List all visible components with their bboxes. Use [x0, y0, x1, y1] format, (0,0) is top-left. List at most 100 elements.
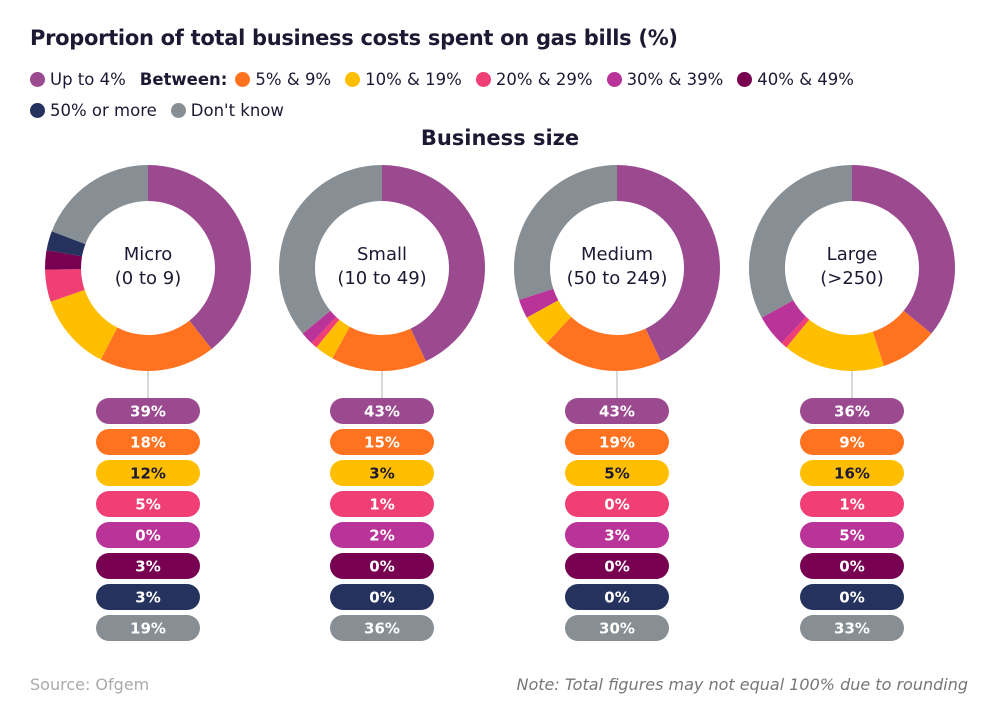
donut-medium: Medium (50 to 249) 43% 19% 5% 0% 3% 0% 0% 30%	[514, 165, 721, 641]
value-label: 19%	[130, 620, 166, 638]
donut-micro: Micro (0 to 9) 39% 18% 12% 5% 0% 3% 3% 19%	[45, 165, 252, 641]
value-pill	[330, 522, 434, 548]
donut-slice	[382, 165, 485, 362]
legend-swatch	[30, 72, 45, 87]
legend-item: 5% & 9%	[235, 64, 331, 95]
value-label: 0%	[604, 589, 629, 607]
donut-sublabel: (50 to 249)	[567, 268, 668, 289]
value-pill	[330, 398, 434, 424]
donut-slice	[749, 164, 852, 318]
value-pill	[800, 460, 904, 486]
value-label: 36%	[834, 403, 870, 421]
legend-label: Don't know	[190, 101, 284, 120]
donut-label: Small	[357, 244, 407, 265]
legend-item: 10% & 19%	[345, 64, 462, 95]
donut-sublabel: (0 to 9)	[115, 268, 181, 289]
legend-item: Up to 4%	[30, 64, 126, 95]
value-label: 5%	[135, 496, 160, 514]
donut-slice	[148, 165, 252, 349]
legend-swatch	[235, 72, 251, 87]
value-label: 36%	[364, 620, 400, 638]
value-label: 0%	[839, 589, 864, 607]
legend-item: Don't know	[170, 95, 284, 126]
value-pill	[330, 615, 434, 641]
value-pill	[96, 584, 200, 610]
legend-swatch	[170, 103, 186, 118]
value-label: 3%	[135, 589, 160, 607]
legend-label: Up to 4%	[50, 70, 126, 89]
chart-title: Proportion of total business costs spent…	[30, 26, 678, 50]
donut-slice	[316, 319, 350, 359]
value-label: 43%	[364, 403, 400, 421]
value-pill	[330, 491, 434, 517]
donut-slice	[786, 319, 884, 372]
legend-item: 50% or more	[30, 95, 157, 126]
source: Source: Ofgem	[30, 675, 150, 694]
value-pill	[96, 429, 200, 455]
legend-item: 40% & 49%	[737, 64, 854, 95]
value-label: 0%	[369, 589, 394, 607]
donut-slice	[332, 326, 426, 371]
value-label: 16%	[834, 465, 870, 483]
value-pill	[96, 491, 200, 517]
legend-prefix: Between:	[139, 70, 228, 89]
donut-slice	[46, 231, 86, 257]
legend-label: 20% & 29%	[495, 70, 593, 89]
legend-label: 10% & 19%	[365, 70, 462, 89]
value-pill	[800, 398, 904, 424]
value-pill	[96, 615, 200, 641]
donut-slice	[100, 320, 212, 371]
donut-slice	[519, 288, 559, 318]
value-label: 39%	[130, 403, 166, 421]
value-label: 12%	[130, 465, 166, 483]
value-pill	[565, 615, 669, 641]
value-pill	[96, 522, 200, 548]
legend-item: 30% & 39%	[606, 64, 724, 95]
donut-slice	[302, 310, 337, 344]
value-pill	[330, 553, 434, 579]
value-label: 5%	[839, 527, 864, 545]
value-pill	[800, 553, 904, 579]
donut-slice	[50, 289, 118, 360]
donut-label: Medium	[581, 244, 653, 265]
legend-swatch	[345, 72, 361, 87]
legend-label: 30% & 39%	[626, 70, 724, 89]
value-label: 1%	[839, 496, 864, 514]
legend-swatch	[737, 72, 753, 87]
value-pill	[565, 584, 669, 610]
donut-slice	[781, 316, 810, 348]
legend-swatch	[606, 72, 622, 87]
value-pill	[800, 491, 904, 517]
value-label: 30%	[599, 620, 635, 638]
donut-label: Large	[827, 244, 878, 265]
value-label: 18%	[130, 434, 166, 452]
value-pill	[565, 522, 669, 548]
value-pill	[330, 584, 434, 610]
legend-label: 40% & 49%	[757, 70, 854, 89]
value-label: 3%	[369, 465, 394, 483]
value-pill	[800, 522, 904, 548]
value-label: 5%	[604, 465, 629, 483]
value-pill	[565, 429, 669, 455]
donut-slice	[526, 300, 572, 344]
value-label: 3%	[135, 558, 160, 576]
legend-swatch	[30, 103, 45, 118]
legend-swatch	[475, 72, 491, 87]
donut-slice	[279, 165, 382, 334]
donut-slice	[51, 165, 148, 245]
value-label: 1%	[369, 496, 394, 514]
value-label: 0%	[604, 496, 629, 514]
donut-slice	[45, 269, 85, 302]
chart-subtitle: Business size	[420, 126, 580, 150]
value-pill	[800, 429, 904, 455]
donut-sublabel: (>250)	[820, 268, 883, 289]
donut-label: Micro	[124, 244, 172, 265]
value-pill	[800, 615, 904, 641]
donut-slice	[311, 316, 340, 348]
value-pill	[565, 460, 669, 486]
value-pill	[565, 491, 669, 517]
value-label: 0%	[369, 558, 394, 576]
legend-label: 5% & 9%	[255, 70, 332, 89]
donut-small: Small (10 to 49) 43% 15% 3% 1% 2% 0% 0% 36%	[279, 165, 485, 641]
